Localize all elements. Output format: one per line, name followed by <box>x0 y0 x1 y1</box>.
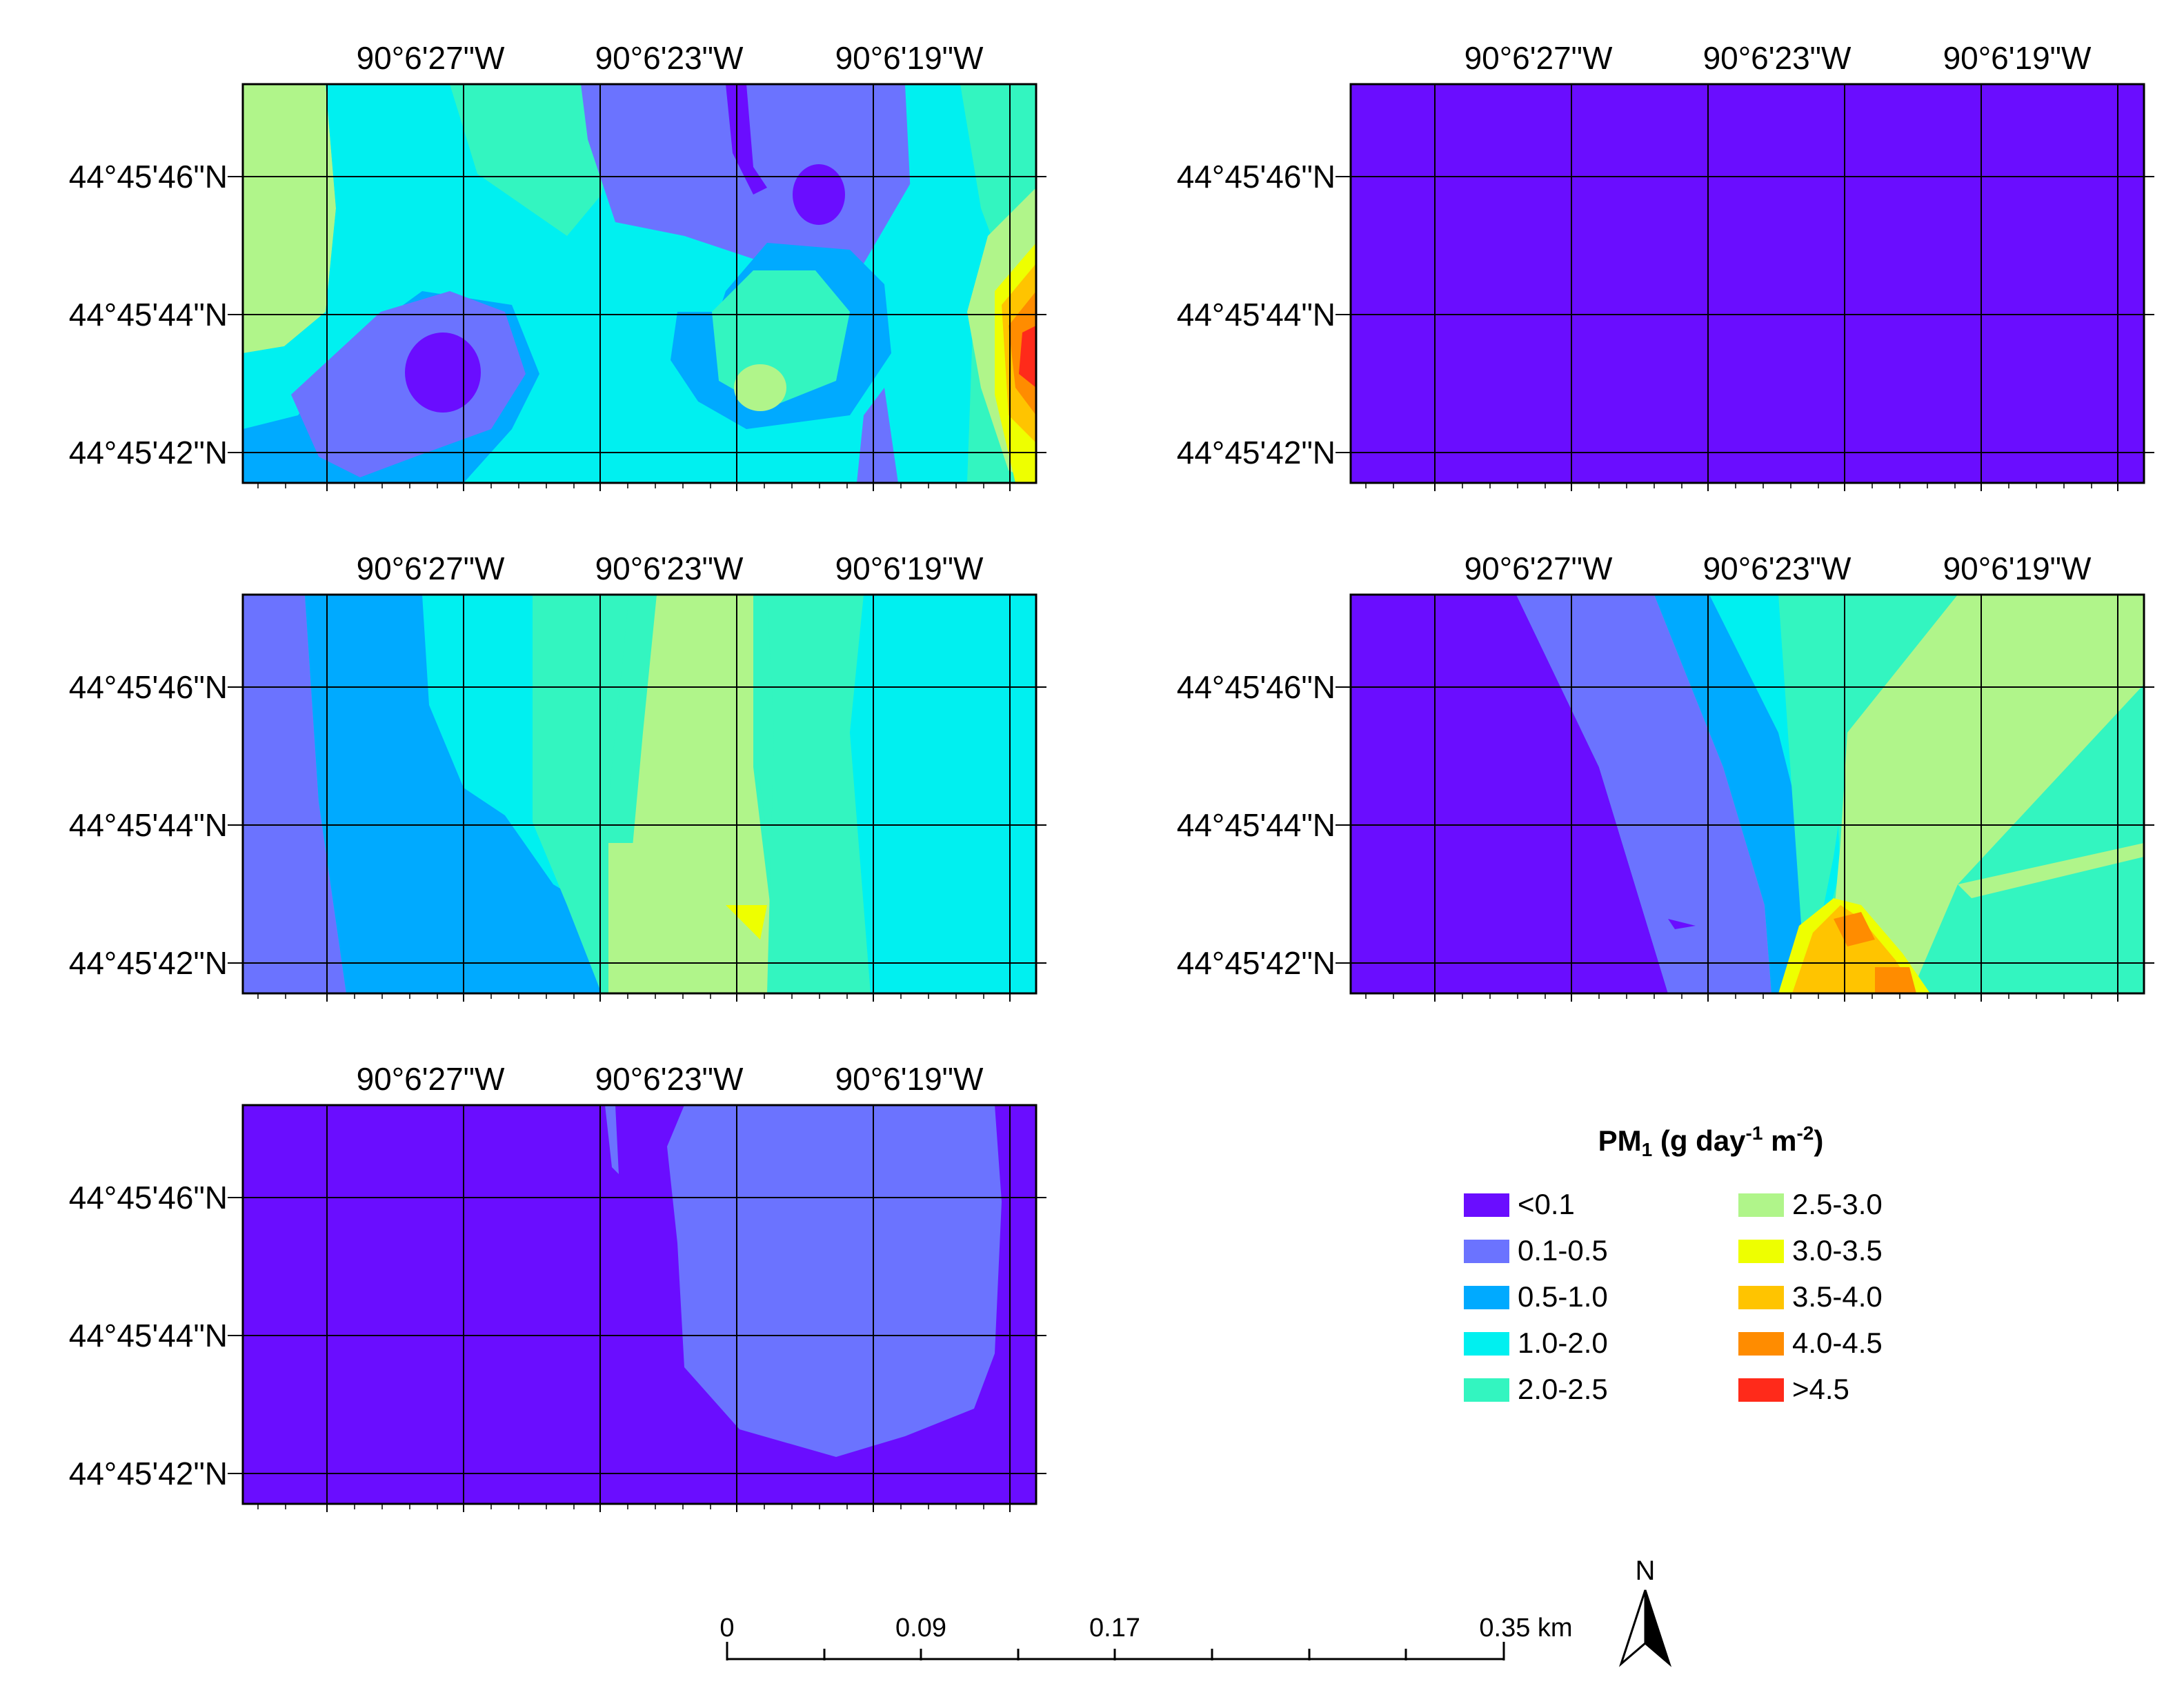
lon-label: 90°6'27"W <box>1465 550 1613 586</box>
legend-swatch <box>1738 1193 1784 1217</box>
legend-swatch <box>1738 1240 1784 1263</box>
scale-tick-label: 0.17 <box>1089 1614 1140 1643</box>
lat-label: 44°45'46"N <box>69 669 228 705</box>
lat-label: 44°45'42"N <box>1177 435 1336 470</box>
contour-fill-panel-4 <box>1351 595 2144 993</box>
legend-label: >4.5 <box>1792 1373 1849 1405</box>
lat-label: 44°45'42"N <box>69 945 228 981</box>
lat-label: 44°45'46"N <box>69 1180 228 1215</box>
legend-label: 2.0-2.5 <box>1518 1373 1608 1405</box>
lat-label: 44°45'44"N <box>69 807 228 843</box>
legend-items: <0.1 0.1-0.5 0.5-1.0 1.0-2.0 2.0-2.5 2.5-3.0 3… <box>1464 1188 1883 1405</box>
lat-label: 44°45'44"N <box>1177 807 1336 843</box>
legend-label: 0.5-1.0 <box>1518 1280 1608 1313</box>
lon-label: 90°6'19"W <box>1943 550 2092 586</box>
lon-label: 90°6'19"W <box>835 550 984 586</box>
north-arrow: N <box>1618 1556 1672 1667</box>
lon-label: 90°6'27"W <box>357 1061 505 1097</box>
lon-label: 90°6'27"W <box>357 40 505 76</box>
legend-label: <0.1 <box>1518 1188 1575 1220</box>
legend-swatch <box>1738 1286 1784 1309</box>
scale-bar: 0 0.09 0.17 0.35 km <box>719 1614 1573 1660</box>
lon-label: 90°6'23"W <box>595 40 744 76</box>
legend-swatch <box>1464 1332 1509 1356</box>
north-arrow-icon <box>1618 1589 1672 1667</box>
scale-tick-label: 0 <box>719 1614 734 1643</box>
lon-label: 90°6'23"W <box>1703 550 1852 586</box>
legend-label: 3.5-4.0 <box>1792 1280 1883 1313</box>
legend-swatch <box>1738 1378 1784 1402</box>
legend-swatch <box>1738 1332 1784 1356</box>
map-panel-2 <box>1334 83 2156 493</box>
legend-swatch <box>1464 1193 1509 1217</box>
lon-label: 90°6'19"W <box>835 40 984 76</box>
lon-label: 90°6'19"W <box>835 1061 984 1097</box>
legend: PM1 (g day-1 m-2) <0.1 0.1-0.5 0.5-1.0 1.0-… <box>1464 1122 1883 1405</box>
lon-label: 90°6'23"W <box>1703 40 1852 76</box>
legend-label: 2.5-3.0 <box>1792 1188 1883 1220</box>
lat-label: 44°45'44"N <box>69 297 228 333</box>
scale-tick-label: 0.35 km <box>1479 1614 1572 1643</box>
map-panel-4 <box>1334 593 2156 1003</box>
lat-label: 44°45'42"N <box>1177 945 1336 981</box>
legend-title: PM1 (g day-1 m-2) <box>1598 1122 1824 1160</box>
contour-fill-panel-1 <box>243 84 1036 483</box>
map-panel-1 <box>226 83 1048 493</box>
contour-fill-panel-5 <box>243 1105 1036 1504</box>
map-panel-5 <box>226 1104 1048 1514</box>
legend-label: 4.0-4.5 <box>1792 1327 1883 1359</box>
legend-label: 3.0-3.5 <box>1792 1234 1883 1267</box>
lat-label: 44°45'46"N <box>1177 669 1336 705</box>
coordinate-labels: 90°6'27"W 90°6'23"W 90°6'19"W 44°45'46"N… <box>69 40 2092 1491</box>
legend-swatch <box>1464 1286 1509 1309</box>
contour-fill-panel-2 <box>1351 84 2144 483</box>
legend-label: 1.0-2.0 <box>1518 1327 1608 1359</box>
north-arrow-label: N <box>1636 1556 1656 1586</box>
lat-label: 44°45'44"N <box>1177 297 1336 333</box>
lat-label: 44°45'42"N <box>69 435 228 470</box>
lon-label: 90°6'27"W <box>357 550 505 586</box>
lat-label: 44°45'46"N <box>69 159 228 195</box>
lat-label: 44°45'44"N <box>69 1318 228 1353</box>
lat-label: 44°45'42"N <box>69 1456 228 1491</box>
lon-label: 90°6'23"W <box>595 1061 744 1097</box>
legend-label: 0.1-0.5 <box>1518 1234 1608 1267</box>
lon-label: 90°6'19"W <box>1943 40 2092 76</box>
lat-label: 44°45'46"N <box>1177 159 1336 195</box>
legend-swatch <box>1464 1378 1509 1402</box>
lon-label: 90°6'23"W <box>595 550 744 586</box>
map-panel-3 <box>226 593 1048 1003</box>
contour-fill-panel-3 <box>243 595 1036 993</box>
lon-label: 90°6'27"W <box>1465 40 1613 76</box>
scale-tick-label: 0.09 <box>895 1614 946 1643</box>
legend-swatch <box>1464 1240 1509 1263</box>
